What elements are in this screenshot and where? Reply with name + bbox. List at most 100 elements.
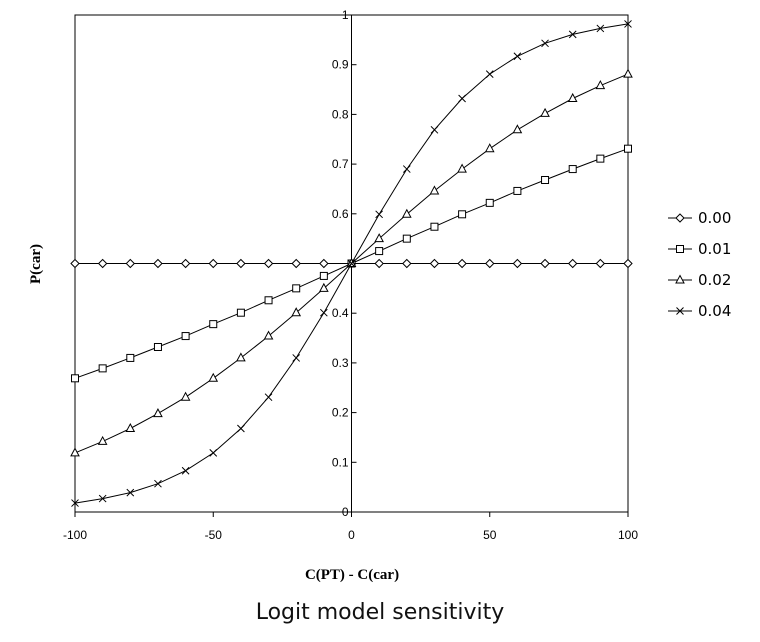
data-point: [236, 308, 245, 317]
data-point: [153, 408, 163, 418]
data-point: [485, 198, 494, 207]
data-point: [125, 422, 136, 433]
data-point: [485, 70, 494, 78]
data-point: [541, 39, 549, 48]
y-tick-label: 0.8: [332, 107, 349, 121]
data-point: [375, 210, 384, 219]
series-0.04: [71, 20, 632, 507]
data-point: [458, 210, 467, 219]
data-point: [623, 68, 633, 78]
data-point: [595, 258, 606, 269]
data-point: [237, 424, 245, 433]
data-point: [402, 165, 411, 173]
data-point: [209, 449, 218, 457]
data-point: [540, 107, 550, 117]
figure-caption: Logit model sensitivity: [255, 600, 505, 625]
data-point: [541, 176, 550, 185]
data-point: [429, 185, 440, 195]
data-point: [236, 352, 246, 362]
y-tick-label: 0.4: [332, 306, 349, 320]
data-point: [181, 332, 190, 341]
data-point: [402, 258, 412, 269]
legend-item-0.04: 0.04: [668, 302, 731, 320]
data-point: [596, 154, 605, 163]
data-point: [540, 258, 550, 269]
data-point: [512, 258, 523, 269]
data-point: [512, 124, 523, 134]
y-tick-label: 0.1: [332, 455, 349, 469]
logit-chart: 00.10.20.30.40.60.70.80.91-100 -50 0 50 100 …: [28, 8, 731, 583]
legend-item-0.00: 0.00: [668, 209, 731, 227]
data-point: [98, 494, 107, 503]
data-point: [567, 92, 578, 102]
data-point: [180, 391, 191, 401]
y-axis-title: P(car): [28, 244, 44, 284]
data-point: [154, 479, 162, 488]
x-tick-label: -50: [205, 528, 223, 542]
y-tick-label: 0: [342, 505, 349, 519]
data-point: [126, 353, 135, 362]
data-point: [457, 163, 467, 173]
tick-labels: 0 0.1 0.2 0.3 0.4 0.6 0.7 0.8 0.9 1 -100 -50 0 50 100: [63, 8, 638, 542]
data-point: [375, 247, 384, 256]
data-point: [153, 258, 163, 269]
data-point: [71, 374, 79, 383]
series-group: [70, 20, 633, 507]
data-point: [291, 258, 301, 269]
y-tick-label: 0.7: [332, 157, 349, 171]
data-point: [70, 447, 80, 457]
x-tick-label: 0: [348, 528, 355, 542]
data-point: [675, 274, 685, 284]
data-point: [624, 144, 632, 153]
data-point: [97, 435, 108, 445]
data-point: [208, 372, 219, 382]
data-point: [319, 258, 329, 269]
data-point: [676, 245, 684, 253]
data-point: [596, 24, 605, 33]
data-point: [181, 466, 190, 475]
data-point: [430, 125, 439, 134]
data-point: [71, 499, 79, 507]
data-point: [263, 258, 274, 269]
data-point: [676, 307, 684, 315]
data-point: [291, 307, 302, 317]
data-point: [374, 233, 384, 243]
legend-label: 0.01: [698, 240, 731, 258]
data-point: [264, 296, 273, 305]
y-tick-label: 0.3: [332, 356, 349, 370]
data-point: [236, 258, 246, 269]
data-point: [430, 222, 439, 231]
data-point: [292, 354, 301, 362]
y-tick-label: 1: [342, 8, 349, 22]
data-point: [513, 52, 522, 61]
legend-label: 0.00: [698, 209, 731, 227]
data-point: [484, 143, 495, 153]
data-point: [567, 258, 578, 269]
legend-item-0.01: 0.01: [668, 240, 731, 258]
data-point: [568, 165, 577, 174]
data-point: [319, 271, 328, 280]
data-point: [126, 488, 135, 497]
x-tick-label: -100: [63, 528, 87, 542]
legend-label: 0.04: [698, 302, 731, 320]
data-point: [595, 80, 606, 90]
y-tick-label: 0.9: [332, 58, 349, 72]
data-point: [319, 308, 328, 317]
data-point: [125, 258, 136, 269]
data-point: [180, 258, 191, 269]
legend-label: 0.02: [698, 271, 731, 289]
data-point: [319, 282, 329, 292]
data-point: [485, 258, 495, 269]
data-point: [208, 258, 218, 269]
data-point: [402, 234, 411, 243]
data-point: [623, 258, 633, 269]
data-point: [292, 284, 301, 293]
data-point: [374, 258, 384, 269]
y-tick-label: 0.2: [332, 406, 349, 420]
data-point: [263, 330, 274, 340]
legend: 0.00 0.01 0.02 0.04: [668, 209, 731, 320]
x-axis-title: C(PT) - C(car): [305, 567, 399, 583]
series-0.01: [71, 144, 632, 383]
data-point: [513, 186, 522, 195]
data-point: [264, 393, 273, 402]
